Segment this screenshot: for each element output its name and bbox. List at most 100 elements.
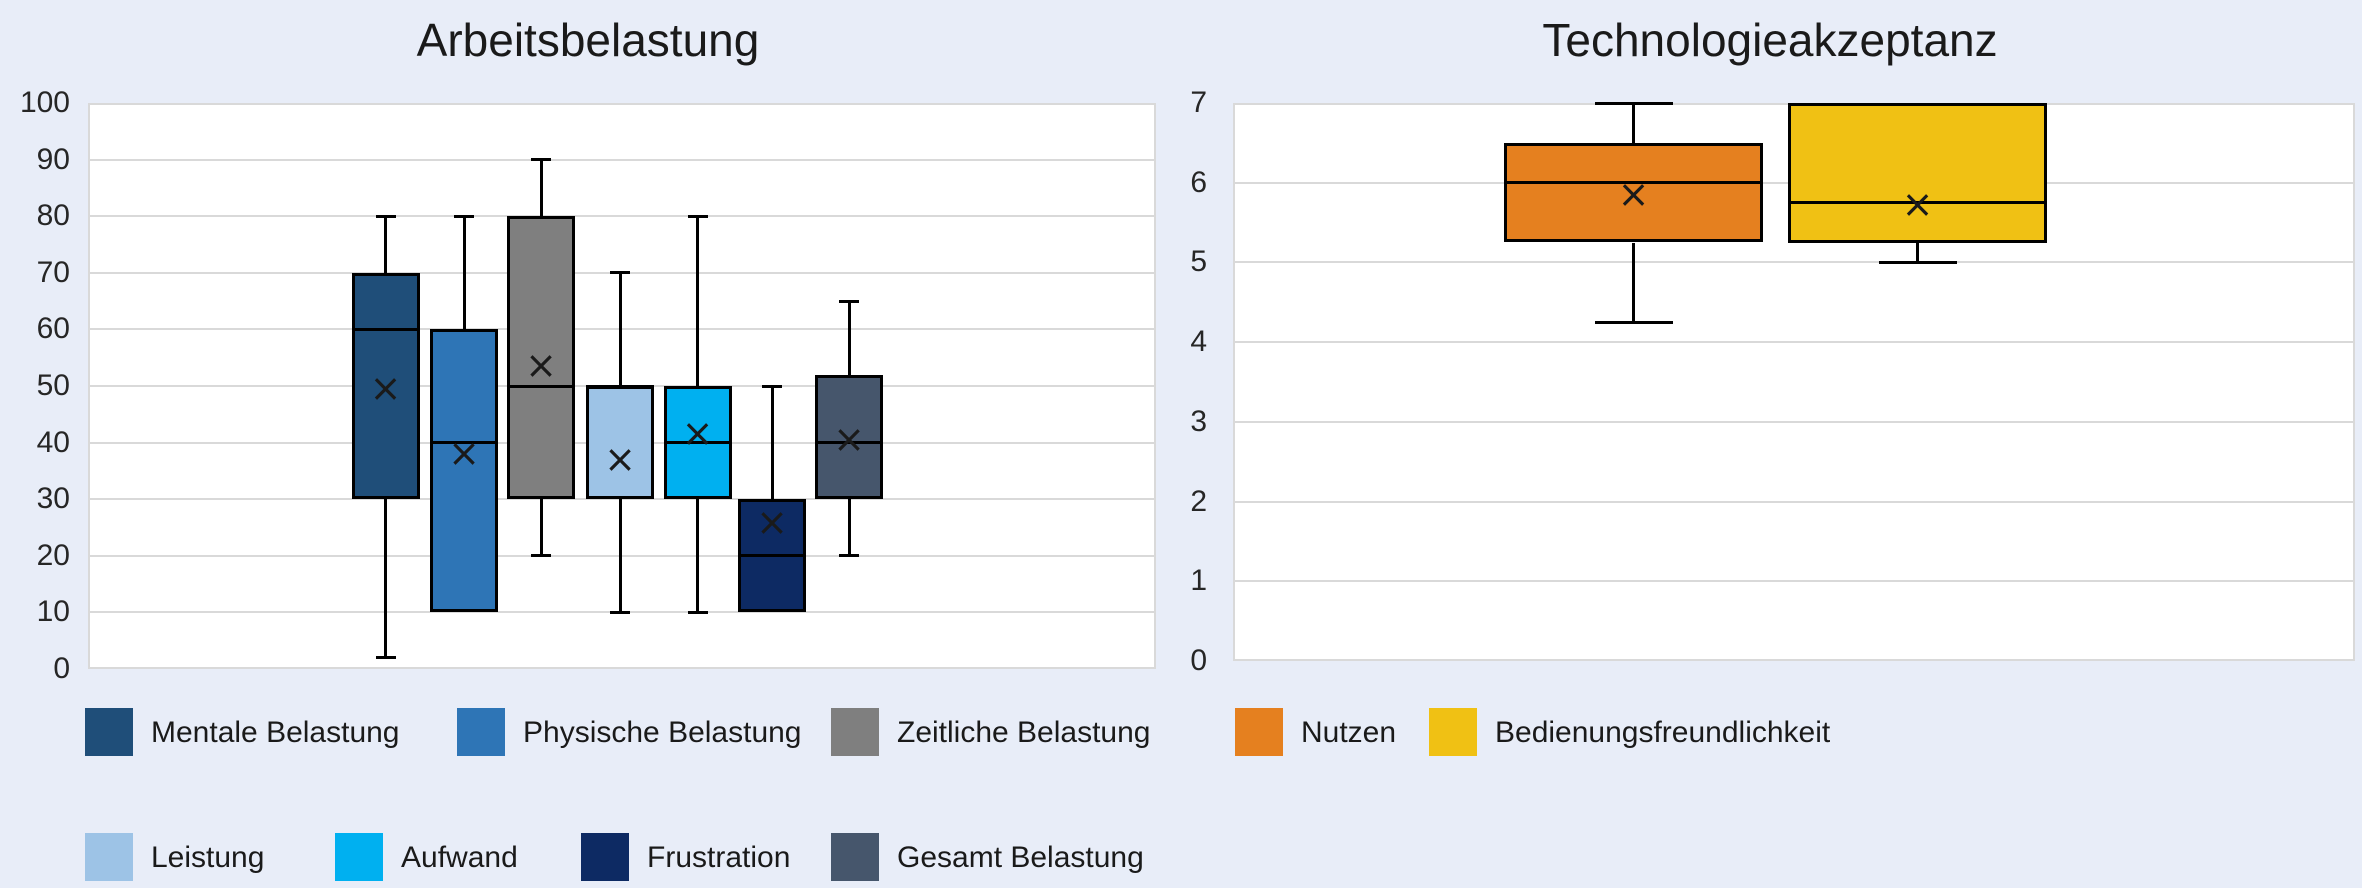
whisker-upper-aufwand	[696, 216, 699, 386]
whisker-cap-lower-nutzen	[1594, 320, 1673, 324]
y-axis-tick-label: 50	[36, 369, 70, 402]
mean-x-marker-frustration: ×	[756, 499, 788, 544]
y-axis-tick-label: 2	[1190, 484, 1207, 518]
mean-x-marker-aufwand: ×	[681, 410, 714, 455]
legend-swatch-aufwand	[335, 833, 383, 881]
y-axis-tick-label: 1	[1190, 564, 1207, 598]
y-axis-tick-label: 3	[1190, 404, 1207, 438]
y-axis-tick-label: 6	[1190, 165, 1207, 199]
whisker-cap-upper-nutzen	[1594, 101, 1673, 105]
gridline	[90, 215, 1154, 218]
gridline	[1235, 261, 2353, 264]
whisker-upper-frustration	[770, 386, 774, 500]
y-axis-tick-label: 10	[36, 595, 70, 629]
median-line-nutzen	[1504, 181, 1763, 185]
median-line-mentale-belastung	[351, 327, 420, 331]
whisker-cap-lower-zeitliche-belastung	[531, 554, 551, 558]
y-axis-tick-label: 5	[1190, 245, 1207, 279]
whisker-cap-upper-zeitliche-belastung	[531, 158, 551, 162]
mean-x-marker-mentale-belastung: ×	[369, 365, 402, 410]
whisker-cap-lower-gesamt-belastung	[839, 554, 859, 558]
legend-label-zeitliche-belastung: Zeitliche Belastung	[897, 716, 1151, 749]
box-leistung	[586, 386, 654, 500]
y-axis-tick-label: 30	[36, 482, 70, 516]
y-axis-tick-label: 90	[36, 142, 70, 176]
box-mentale-belastung	[351, 272, 420, 500]
legend-label-gesamt-belastung: Gesamt Belastung	[897, 841, 1144, 874]
median-line-gesamt-belastung	[815, 441, 883, 445]
box-nutzen	[1504, 142, 1763, 243]
whisker-cap-upper-aufwand	[687, 214, 708, 218]
whisker-lower-zeitliche-belastung	[539, 499, 543, 556]
median-line-leistung	[586, 384, 654, 388]
y-axis-tick-label: 60	[36, 312, 70, 346]
gridline	[90, 158, 1154, 161]
legend-swatch-zeitliche-belastung	[831, 708, 879, 756]
mean-x-marker-nutzen: ×	[1617, 171, 1650, 216]
y-axis-tick-label: 0	[53, 652, 70, 685]
whisker-lower-leistung	[618, 499, 622, 613]
gridline	[1235, 420, 2353, 423]
whisker-cap-lower-leistung	[610, 610, 630, 614]
y-axis-tick-label: 80	[36, 199, 70, 233]
whisker-lower-nutzen	[1632, 242, 1635, 323]
whisker-cap-lower-aufwand	[687, 610, 708, 614]
mean-x-marker-bedienungsfreundlichkeit: ×	[1901, 181, 1934, 226]
mean-x-marker-leistung: ×	[604, 436, 636, 481]
whisker-upper-mentale-belastung	[384, 216, 387, 273]
median-line-aufwand	[663, 441, 732, 445]
legend-label-leistung: Leistung	[151, 841, 265, 874]
gridline	[1235, 341, 2353, 344]
median-line-physische-belastung	[430, 441, 498, 445]
y-axis-tick-label: 100	[19, 86, 70, 119]
median-line-zeitliche-belastung	[507, 384, 575, 388]
legend-label-physische-belastung: Physische Belastung	[523, 716, 802, 749]
legend-swatch-leistung	[85, 833, 133, 881]
legend-swatch-bedienungsfreundlichkeit	[1429, 708, 1477, 756]
whisker-cap-upper-mentale-belastung	[375, 214, 396, 218]
mean-x-marker-gesamt-belastung: ×	[833, 416, 865, 461]
y-axis-tick-label: 40	[36, 425, 70, 459]
legend-swatch-mentale-belastung	[85, 708, 133, 756]
y-axis-tick-label: 70	[36, 255, 70, 289]
y-axis-tick-label: 0	[1190, 644, 1207, 677]
gridline	[1235, 500, 2353, 503]
whisker-cap-lower-mentale-belastung	[375, 656, 396, 660]
whisker-cap-lower-bedienungsfreundlichkeit	[1878, 260, 1957, 264]
gridline	[90, 498, 1154, 501]
chart-title: Arbeitsbelastung	[416, 14, 760, 66]
y-axis-tick-label: 7	[1190, 86, 1207, 119]
whisker-upper-nutzen	[1632, 103, 1635, 143]
box-zeitliche-belastung	[507, 216, 575, 500]
whisker-lower-gesamt-belastung	[847, 499, 851, 556]
legend-swatch-physische-belastung	[457, 708, 505, 756]
chart-title: Technologieakzeptanz	[1542, 14, 1998, 66]
whisker-cap-upper-leistung	[610, 271, 630, 275]
whisker-cap-upper-frustration	[762, 384, 782, 388]
whisker-cap-upper-physische-belastung	[454, 214, 474, 218]
whisker-lower-mentale-belastung	[384, 499, 387, 658]
median-line-frustration	[738, 554, 806, 558]
median-line-bedienungsfreundlichkeit	[1788, 201, 2047, 205]
legend-label-mentale-belastung: Mentale Belastung	[151, 716, 400, 749]
legend-swatch-gesamt-belastung	[831, 833, 879, 881]
y-axis-tick-label: 20	[36, 538, 70, 572]
legend-swatch-nutzen	[1235, 708, 1283, 756]
whisker-upper-physische-belastung	[462, 216, 466, 330]
gridline	[90, 554, 1154, 557]
box-bedienungsfreundlichkeit	[1788, 103, 2047, 243]
mean-x-marker-zeitliche-belastung: ×	[525, 343, 557, 388]
y-axis-tick-label: 4	[1190, 325, 1207, 359]
mean-x-marker-physische-belastung: ×	[448, 430, 480, 475]
whisker-lower-bedienungsfreundlichkeit	[1916, 242, 1919, 263]
whisker-lower-aufwand	[696, 499, 699, 613]
whisker-upper-gesamt-belastung	[847, 301, 851, 375]
legend-label-aufwand: Aufwand	[401, 841, 518, 874]
legend-label-bedienungsfreundlichkeit: Bedienungsfreundlichkeit	[1495, 716, 1831, 749]
whisker-cap-upper-gesamt-belastung	[839, 299, 859, 303]
whisker-upper-leistung	[618, 272, 622, 386]
gridline	[1235, 580, 2353, 583]
